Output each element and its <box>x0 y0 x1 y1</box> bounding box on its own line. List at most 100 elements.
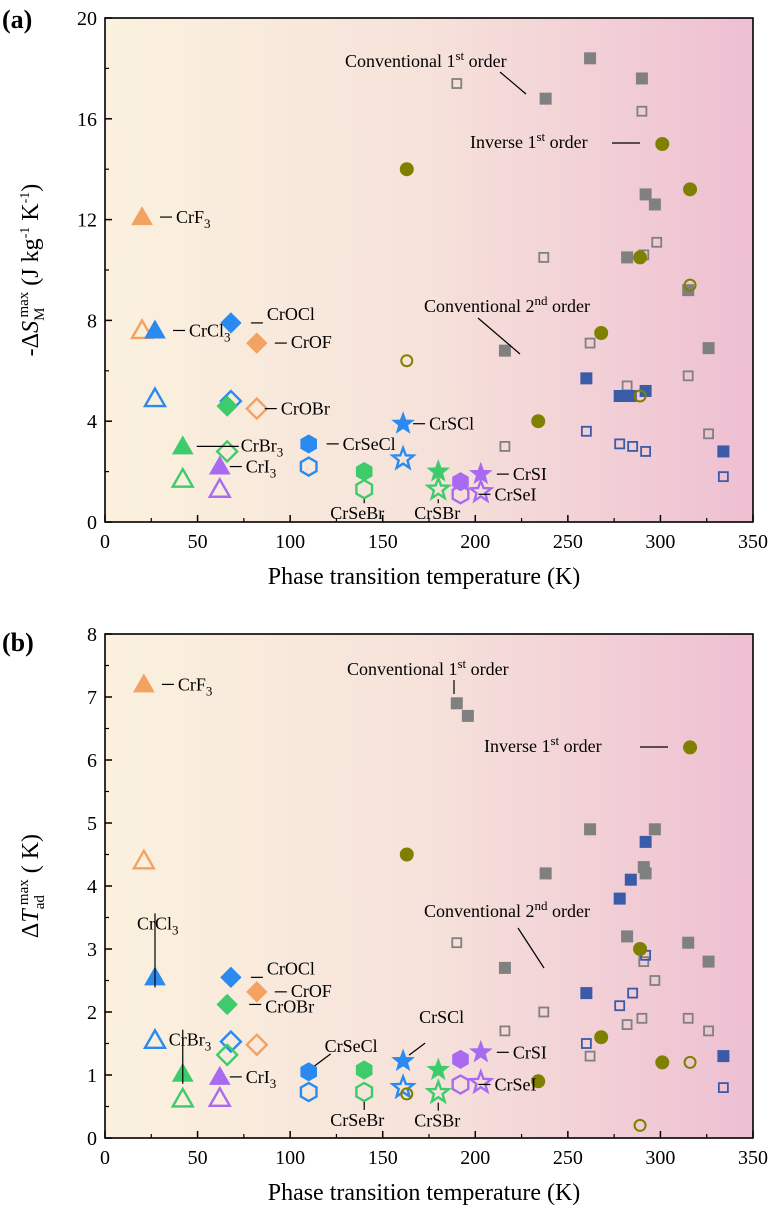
order-annotation: Conventional 2nd order <box>424 293 590 316</box>
data-point <box>655 137 670 151</box>
data-point <box>170 1086 195 1108</box>
y-tick-label: 0 <box>87 1128 97 1150</box>
data-point <box>452 1049 469 1069</box>
data-point <box>640 446 652 457</box>
data-point <box>538 251 550 263</box>
data-point <box>624 873 637 886</box>
data-point <box>638 956 650 967</box>
data-point <box>655 1055 670 1070</box>
data-point <box>220 966 242 989</box>
data-point <box>131 848 156 870</box>
data-point <box>498 961 511 974</box>
x-tick-label: 50 <box>188 1147 208 1169</box>
y-tick-label: 2 <box>87 1002 97 1024</box>
data-point <box>389 444 417 471</box>
compound-label: CrSBr <box>414 1111 460 1131</box>
data-point <box>216 993 238 1016</box>
data-point <box>683 1055 697 1069</box>
data-point <box>299 456 318 477</box>
data-point <box>683 740 698 755</box>
x-tick-label: 0 <box>100 531 110 553</box>
data-point <box>299 1081 318 1103</box>
data-point <box>142 386 168 408</box>
data-point <box>144 319 166 339</box>
data-point <box>391 1048 415 1072</box>
data-point <box>355 478 374 500</box>
x-axis-label: Phase transition temperature (K) <box>268 564 581 590</box>
compound-label: CrOCl <box>267 304 315 324</box>
compound-label: CrOCl <box>267 958 315 978</box>
data-point <box>246 332 268 354</box>
panel-label: (a) <box>2 5 32 34</box>
y-tick-label: 20 <box>77 8 97 30</box>
compound-label: CrI3 <box>246 1067 277 1091</box>
data-point <box>627 987 639 999</box>
compound-label: CrSeI <box>494 1074 536 1094</box>
y-tick-label: 5 <box>87 813 97 835</box>
data-point <box>683 182 698 197</box>
panel-a: 0 50 100 150 200 250 300 350 0 4 8 12 16 20 CrF3 CrCl3 C… <box>2 5 768 590</box>
data-point <box>499 1025 511 1037</box>
data-point <box>245 1033 269 1057</box>
plot-frame <box>104 17 754 523</box>
data-point <box>682 936 695 949</box>
data-point <box>703 1025 714 1037</box>
compound-label: CrBr3 <box>241 435 284 459</box>
compound-label: CrCl3 <box>137 913 179 937</box>
data-point <box>683 278 697 292</box>
data-point <box>170 466 195 488</box>
data-point <box>208 1065 231 1085</box>
data-point <box>580 987 593 1000</box>
data-point <box>580 425 592 437</box>
x-tick-label: 0 <box>100 1147 110 1169</box>
data-point <box>717 1082 729 1093</box>
data-point <box>208 455 231 475</box>
data-point <box>614 438 626 450</box>
x-tick-label: 350 <box>738 531 768 553</box>
order-annotation: Inverse 1st order <box>470 129 588 152</box>
data-point <box>355 462 373 482</box>
data-point <box>300 1062 317 1082</box>
x-tick-label: 100 <box>275 531 305 553</box>
data-point <box>717 445 730 458</box>
compound-label: CrSeCl <box>325 1036 378 1056</box>
compound-label: CrSeBr <box>330 503 384 523</box>
order-annotation: Conventional 1st order <box>345 48 507 71</box>
compound-label: CrOBr <box>281 399 330 419</box>
data-point <box>621 1019 633 1030</box>
data-point <box>391 411 415 434</box>
compound-label: CrSCl <box>419 1007 464 1027</box>
data-point <box>648 198 661 211</box>
data-point <box>635 72 648 85</box>
data-point <box>580 1038 592 1049</box>
compound-label: CrSI <box>513 464 547 484</box>
x-tick-label: 150 <box>368 1147 398 1169</box>
plot-background <box>105 18 753 522</box>
data-point <box>220 312 242 334</box>
data-point <box>219 1029 243 1054</box>
data-point <box>613 390 626 402</box>
data-point <box>633 942 648 956</box>
data-point <box>580 372 593 385</box>
data-point <box>451 483 470 505</box>
data-point <box>300 434 317 454</box>
compound-label: CrSCl <box>429 414 474 434</box>
data-point <box>399 162 414 177</box>
y-tick-label: 7 <box>87 687 97 709</box>
x-tick-label: 200 <box>460 531 490 553</box>
y-tick-label: 3 <box>87 939 97 961</box>
data-point <box>131 206 153 226</box>
x-tick-label: 200 <box>460 1147 490 1169</box>
data-point <box>469 1039 493 1063</box>
data-point <box>399 847 414 862</box>
data-point <box>499 440 511 452</box>
data-point <box>636 105 648 117</box>
annotation-leader <box>499 71 527 95</box>
data-point <box>594 326 609 340</box>
data-point <box>639 835 652 848</box>
y-axis-label: -ΔSMmax (J kg-1 K-1) <box>16 184 48 357</box>
data-point <box>467 1068 495 1095</box>
data-point <box>703 428 714 440</box>
data-point <box>633 1118 647 1132</box>
compound-label: CrSeI <box>494 484 536 504</box>
